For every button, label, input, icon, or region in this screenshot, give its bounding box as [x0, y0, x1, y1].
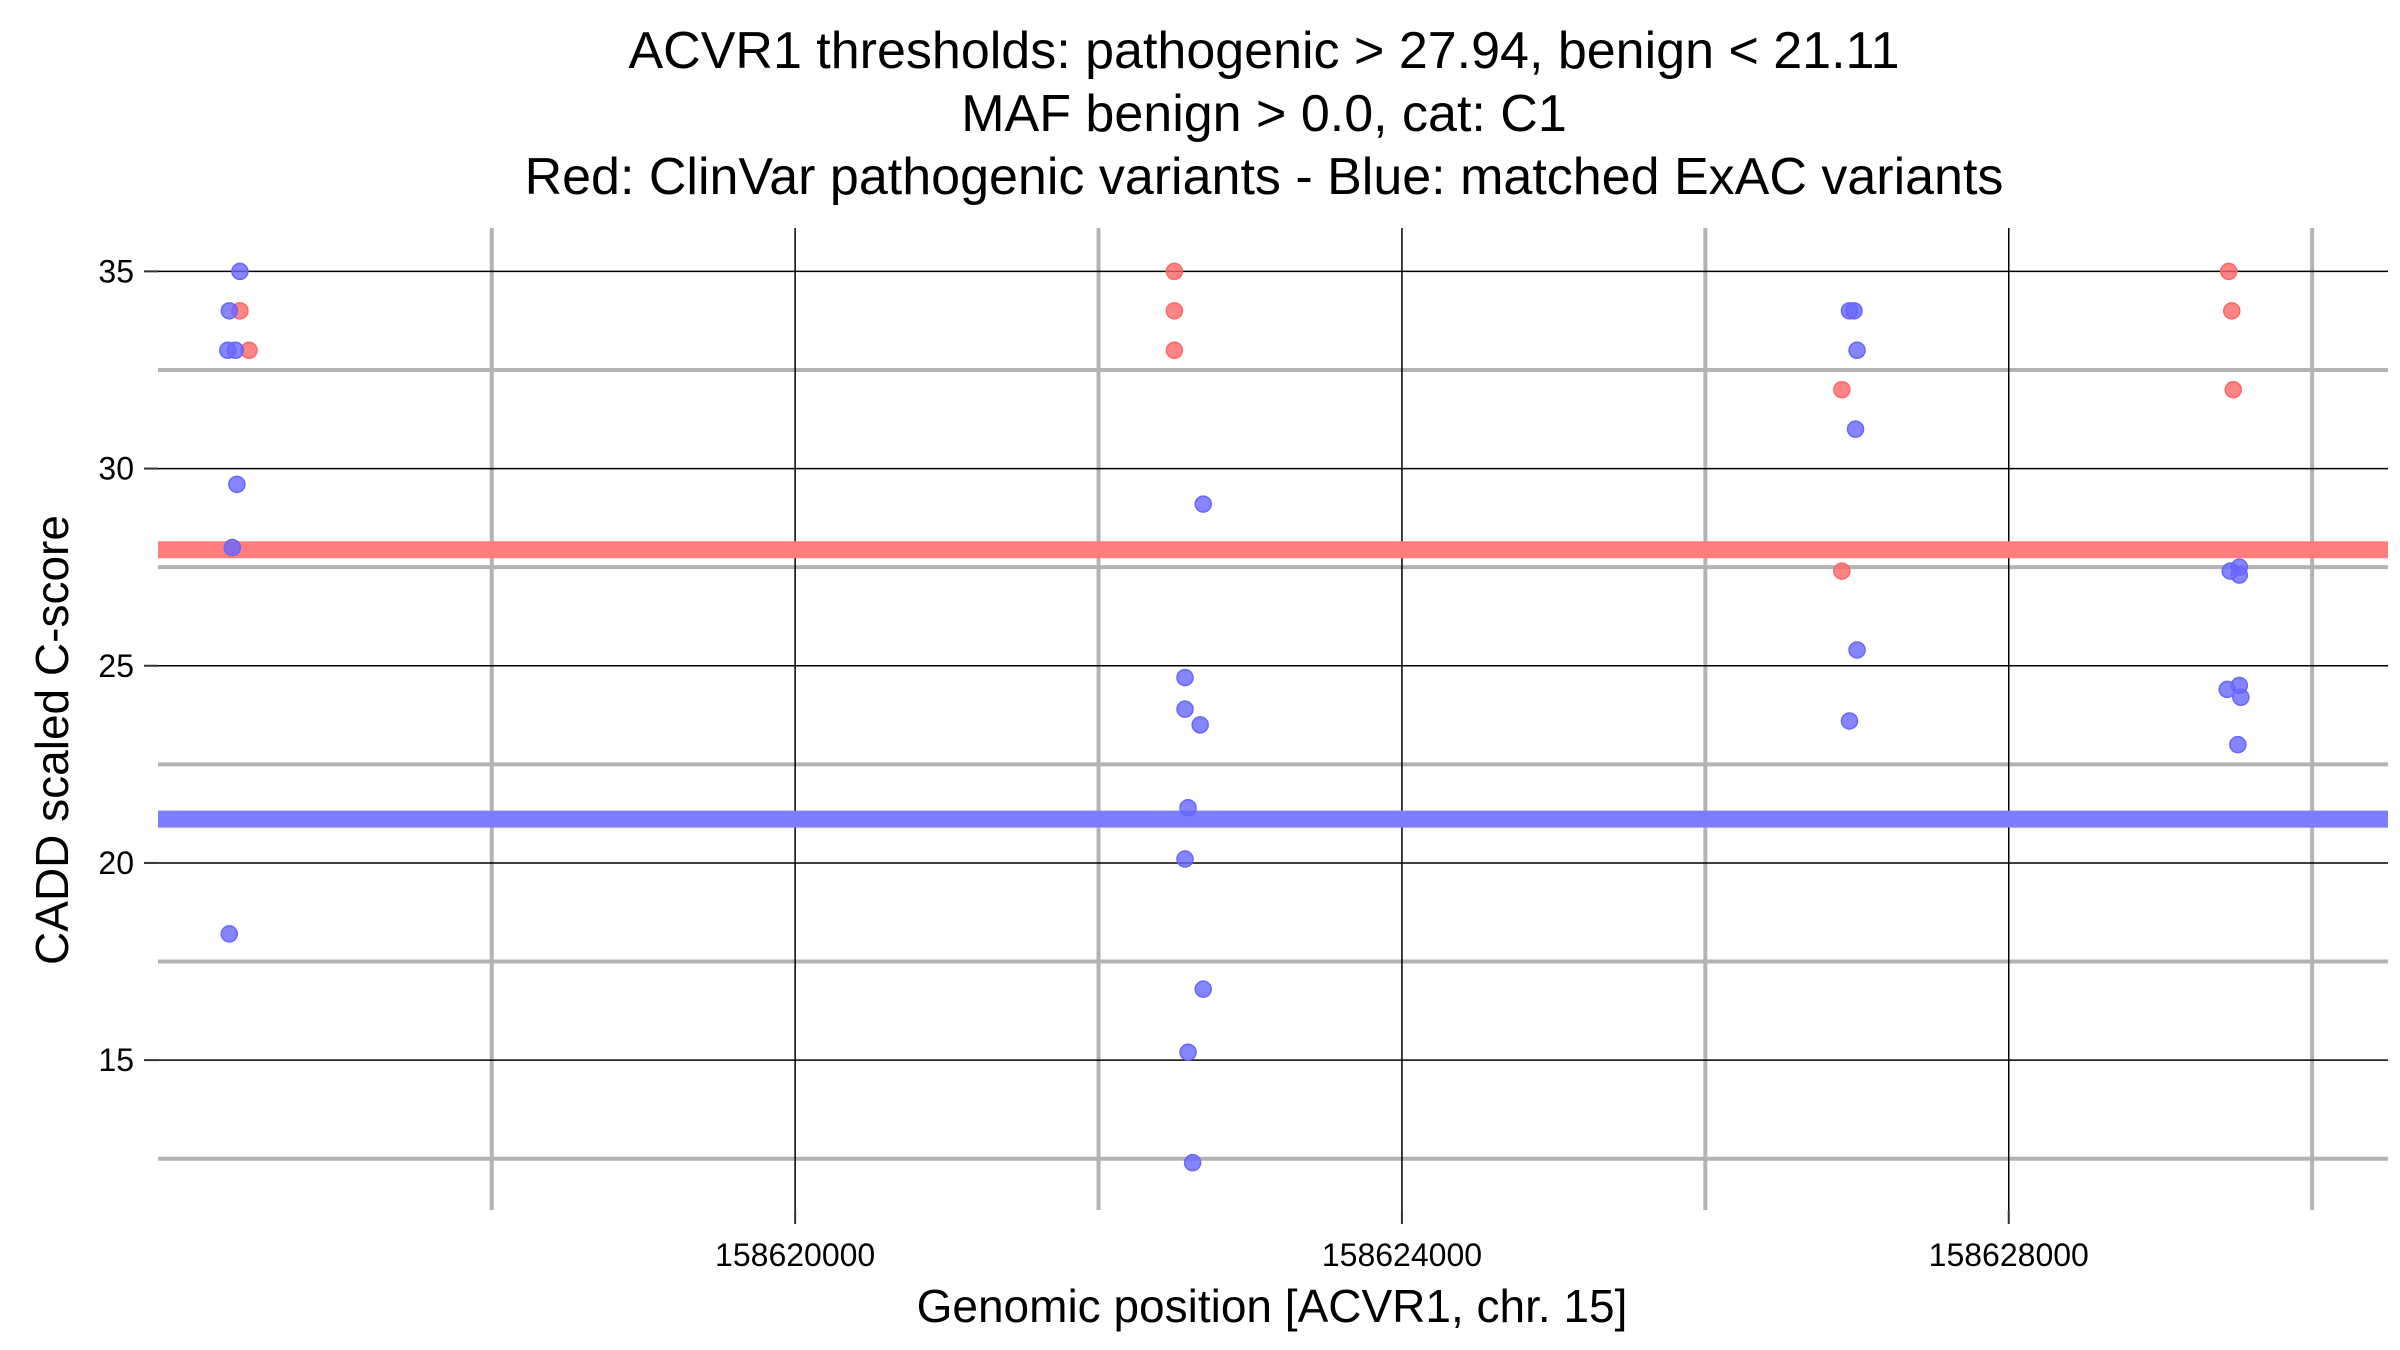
data-points	[219, 262, 2250, 1172]
major-gridlines	[158, 228, 2388, 1210]
y-tick-label: 25	[98, 648, 134, 684]
exac-matched-point	[1191, 716, 1209, 734]
exac-matched-point	[1176, 668, 1194, 687]
x-tick-label: 158624000	[1322, 1237, 1482, 1273]
exac-matched-point	[1848, 641, 1866, 659]
y-tick-label: 20	[98, 845, 134, 881]
chart-title-line-1: ACVR1 thresholds: pathogenic > 27.94, be…	[628, 22, 1899, 80]
y-axis-title: CADD scaled C-score	[26, 515, 78, 965]
axis-ticks: 15 20 25 30 35 158620000 158624000 158628000	[98, 253, 2088, 1273]
exac-matched-point	[226, 341, 245, 360]
exac-matched-point	[1840, 712, 1859, 730]
exac-matched-point	[2229, 735, 2247, 754]
x-axis-title: Genomic position [ACVR1, chr. 15]	[917, 1280, 1628, 1332]
exac-matched-point	[228, 475, 246, 494]
exac-matched-point	[231, 262, 249, 281]
chart-title-line-3: Red: ClinVar pathogenic variants - Blue:…	[525, 148, 2004, 206]
threshold-lines	[158, 541, 2388, 828]
minor-gridlines	[158, 228, 2388, 1210]
y-tick-label: 35	[98, 253, 134, 289]
clinvar-pathogenic-point	[2222, 302, 2241, 320]
exac-matched-point	[1846, 420, 1865, 438]
exac-matched-point	[1176, 700, 1194, 718]
exac-matched-point	[1194, 980, 1212, 998]
clinvar-pathogenic-point	[1833, 562, 1851, 580]
exac-matched-point	[1176, 850, 1194, 868]
exac-matched-point	[2230, 566, 2249, 584]
exac-matched-point	[1848, 341, 1866, 360]
exac-matched-point	[220, 302, 239, 320]
exac-matched-point	[1845, 302, 1863, 320]
exac-matched-point	[220, 925, 239, 943]
clinvar-pathogenic-point	[1833, 380, 1851, 399]
exac-matched-point	[1179, 1043, 1197, 1061]
exac-matched-point	[1179, 798, 1197, 817]
y-tick-label: 30	[98, 451, 134, 487]
clinvar-pathogenic-point	[1165, 341, 1184, 360]
x-tick-label: 158628000	[1929, 1237, 2089, 1273]
exac-matched-point	[2232, 688, 2250, 707]
clinvar-pathogenic-point	[1165, 262, 1184, 281]
exac-matched-point	[223, 538, 242, 557]
clinvar-pathogenic-point	[2224, 380, 2243, 399]
clinvar-pathogenic-point	[2219, 262, 2238, 281]
clinvar-pathogenic-point	[1165, 302, 1184, 320]
y-tick-label: 15	[98, 1042, 134, 1078]
exac-matched-point	[1194, 495, 1212, 513]
x-tick-label: 158620000	[715, 1237, 875, 1273]
chart-title-line-2: MAF benign > 0.0, cat: C1	[961, 85, 1567, 143]
exac-matched-point	[1183, 1153, 1202, 1172]
